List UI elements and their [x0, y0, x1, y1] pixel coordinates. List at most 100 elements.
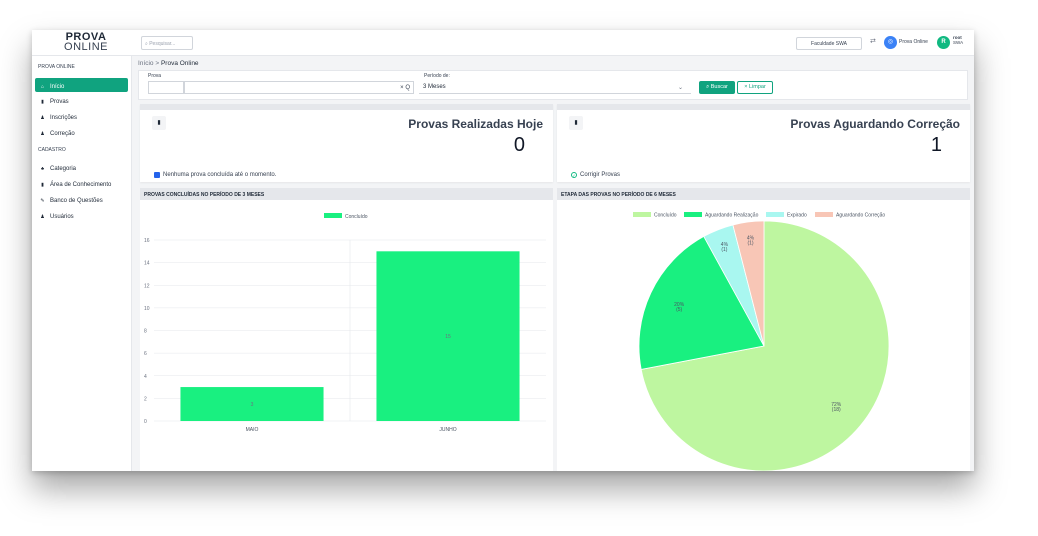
pie-count-label: (5) [676, 307, 682, 313]
user-info[interactable]: root SWA [953, 35, 963, 45]
corrigir-provas-link[interactable]: ✓ Corrigir Provas [571, 172, 620, 178]
avatar[interactable]: R [937, 36, 950, 49]
search-icon: ⌕ [145, 41, 148, 47]
pie-percent-label: 4% [721, 242, 729, 248]
user-icon: ♟ [40, 131, 45, 137]
sidebar-item-correcao[interactable]: ♟ Correção [35, 125, 128, 139]
limpar-button[interactable]: × Limpar [737, 81, 773, 94]
pie-percent-label: 20% [674, 302, 685, 308]
logo-line-1: PROVA [65, 31, 107, 43]
card-value: 0 [513, 134, 525, 156]
search-icon: ⌕ [706, 84, 711, 90]
prova-label: Prova [148, 73, 162, 79]
card-footer: Nenhuma prova concluída até o momento. [154, 172, 276, 178]
buscar-button[interactable]: ⌕ Buscar [699, 81, 735, 94]
sidebar-item-label: Inscrições [50, 115, 78, 121]
card-footer-text: Corrigir Provas [580, 172, 621, 178]
document-icon: ▮ [569, 116, 583, 130]
card-provas-aguardando: ▮ Provas Aguardando Correção 1 ✓ Corrigi… [557, 104, 970, 182]
home-icon: ⌂ [40, 84, 45, 90]
sidebar-item-inicio[interactable]: ⌂ Início [35, 78, 128, 92]
institution-selector[interactable]: Faculdade SWA [796, 37, 862, 50]
swap-icon[interactable]: ⇄ [870, 38, 876, 45]
legend-label: Expirado [787, 213, 807, 219]
sidebar-item-label: Início [50, 84, 65, 90]
prova-online-logo-icon[interactable]: ◎ [884, 36, 897, 49]
period-select[interactable]: 3 Meses ⌄ [419, 81, 691, 94]
legend-swatch [815, 212, 833, 217]
sidebar-item-label: Provas [50, 99, 69, 105]
card-title: Provas Realizadas Hoje [408, 117, 543, 131]
top-bar: PROVA ONLINE ⌕ Pesquisar... Faculdade SW… [32, 30, 974, 56]
y-tick-label: 2 [144, 396, 147, 402]
user-icon: ♟ [40, 115, 45, 121]
sidebar-item-label: Área de Conhecimento [50, 182, 112, 188]
buscar-label: Buscar [710, 84, 728, 90]
sidebar-item-banco-questoes[interactable]: ✎ Banco de Questões [35, 192, 128, 206]
sidebar-item-label: Correção [50, 131, 75, 137]
legend-swatch [633, 212, 651, 217]
pie-count-label: (18) [832, 407, 841, 413]
y-tick-label: 8 [144, 329, 147, 335]
sidebar-item-provas[interactable]: ▮ Provas [35, 93, 128, 107]
sidebar: PROVA ONLINE ⌂ Início ▮ Provas ♟ Inscrições… [32, 56, 132, 471]
app-logo[interactable]: PROVA ONLINE [60, 31, 112, 53]
prova-name-input[interactable]: × Q [184, 81, 414, 94]
card-footer-text: Nenhuma prova concluída até o momento. [163, 172, 277, 178]
pie-slice [638, 235, 765, 370]
y-tick-label: 14 [144, 261, 150, 267]
prova-code-input[interactable] [148, 81, 184, 94]
x-tick-label: MAIO [246, 427, 259, 433]
chevron-down-icon: ⌄ [677, 85, 683, 91]
pie-chart-panel: ETAPA DAS PROVAS NO PERÍODO DE 6 MESES C… [557, 188, 970, 471]
y-tick-label: 0 [144, 419, 147, 425]
pie-percent-label: 4% [747, 235, 755, 241]
sidebar-section-cadastro: CADASTRO [38, 147, 66, 153]
bar-chart: 0 2 4 6 8 10 12 14 16 Concluído 3 MAIO 15 JUNHO [144, 213, 546, 433]
sidebar-item-inscricoes[interactable]: ♟ Inscrições [35, 109, 128, 123]
card-value: 1 [930, 134, 942, 156]
y-tick-label: 12 [144, 283, 150, 289]
pie-percent-label: 72% [831, 402, 842, 408]
user-name: root [953, 35, 962, 40]
breadcrumb-current: Prova Online [160, 60, 199, 67]
sidebar-item-label: Categoria [50, 166, 77, 172]
breadcrumb: Início > Prova Online [138, 60, 199, 67]
document-icon: ▮ [41, 99, 44, 105]
bar [180, 387, 324, 421]
breadcrumb-home[interactable]: Início [138, 60, 154, 67]
bar-data-label: 15 [445, 334, 451, 340]
logo-line-2: ONLINE [64, 41, 108, 53]
search-input[interactable]: ⌕ Pesquisar... [141, 36, 193, 50]
clear-icon[interactable]: × [400, 85, 404, 91]
user-org: SWA [953, 40, 964, 45]
x-tick-label: JUNHO [439, 427, 456, 433]
sidebar-item-categoria[interactable]: ♣ Categoria [35, 160, 128, 174]
card-provas-realizadas: ▮ Provas Realizadas Hoje 0 Nenhuma prova… [140, 104, 553, 182]
sidebar-item-area-conhecimento[interactable]: ▮ Área de Conhecimento [35, 176, 128, 190]
pencil-icon: ✎ [40, 198, 45, 204]
pie-slice [732, 220, 765, 347]
search-icon[interactable]: Q [405, 85, 410, 91]
y-tick-label: 10 [144, 306, 150, 312]
filter-bar: Prova × Q Período de: 3 Meses ⌄ ⌕ Buscar… [138, 70, 968, 100]
search-placeholder: Pesquisar... [149, 41, 176, 47]
y-tick-label: 16 [144, 238, 150, 244]
legend-label: Aguardando Realização [705, 213, 759, 219]
check-circle-icon: ✓ [571, 172, 577, 178]
sidebar-item-usuarios[interactable]: ♟ Usuários [35, 208, 128, 222]
book-icon: ▮ [41, 182, 44, 188]
legend-label: Concluído [654, 213, 677, 219]
legend-swatch [324, 213, 342, 218]
sidebar-item-label: Usuários [50, 214, 74, 220]
sitemap-icon: ♣ [40, 166, 45, 172]
pie-chart: Concluído Aguardando Realização Expirado Ag… [633, 212, 890, 471]
limpar-label: Limpar [748, 84, 766, 90]
pie-count-label: (1) [747, 240, 753, 246]
main-content: Início > Prova Online Prova × Q Período … [132, 56, 974, 471]
breadcrumb-separator: > [155, 60, 160, 67]
bar-data-label: 3 [251, 402, 254, 408]
app-label[interactable]: Prova Online [899, 39, 928, 45]
legend-swatch [766, 212, 784, 217]
period-value: 3 Meses [423, 84, 446, 90]
